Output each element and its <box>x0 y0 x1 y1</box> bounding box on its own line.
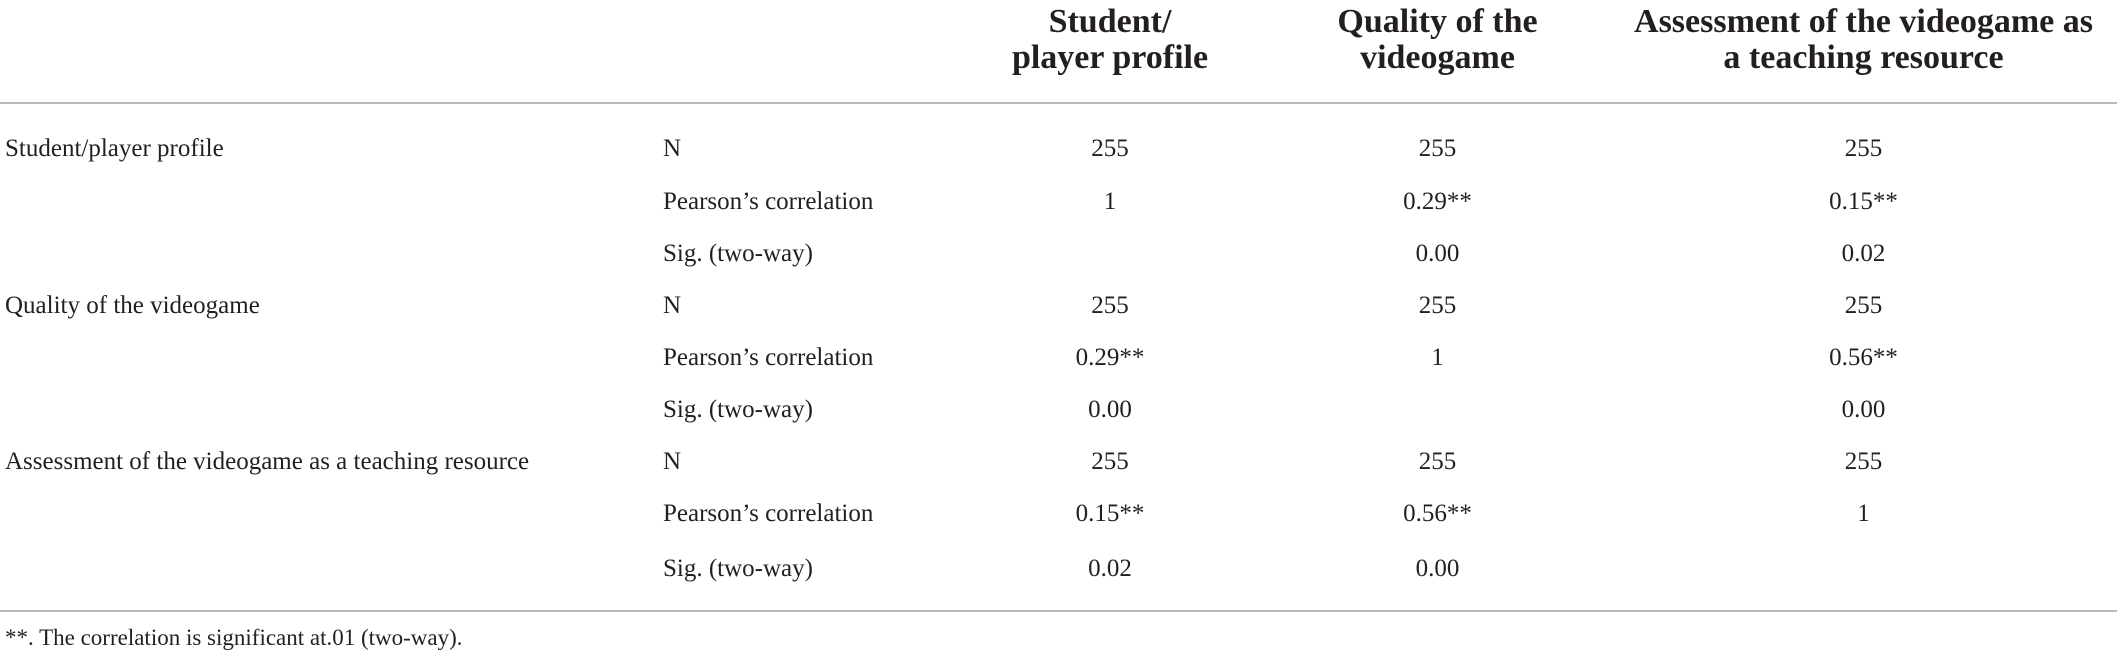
value-cell: 1 <box>1103 188 1117 215</box>
header-cell-quality-of-videogame: Quality of the videogame <box>1265 0 1610 104</box>
value-cell <box>1265 384 1610 436</box>
value-cell: 255 <box>1091 448 1129 475</box>
value-cell: 255 <box>1844 135 1883 162</box>
value-cell: 0.00 <box>1265 540 1610 612</box>
value-cell: 0.29** <box>1075 344 1145 371</box>
value-cell: 0.29** <box>1403 188 1472 215</box>
table-row: Sig. (two-way) 0.00 0.00 <box>0 384 2117 436</box>
value-cell <box>955 228 1265 280</box>
header-line: Student/ <box>1048 3 1172 40</box>
value-cell: 0.00 <box>1841 396 1886 423</box>
value-cell: 0.15** <box>1075 500 1145 527</box>
variable-cell <box>0 176 655 228</box>
variable-cell <box>0 228 655 280</box>
value-cell: 255 <box>1844 292 1883 319</box>
value-cell: 1 <box>1857 500 1870 527</box>
value-cell: 255 <box>1844 448 1883 475</box>
correlation-table-container: Student/ player profile Quality of the v… <box>0 0 2117 612</box>
variable-cell <box>0 332 655 384</box>
statistic-cell: Sig. (two-way) <box>663 240 813 267</box>
header-line: Assessment of the videogame as <box>1634 3 2093 40</box>
value-cell <box>1610 540 2117 612</box>
variable-cell: Quality of the videogame <box>5 292 260 319</box>
statistic-cell: N <box>663 135 682 162</box>
table-row: Assessment of the videogame as a teachin… <box>0 436 2117 488</box>
header-line: videogame <box>1360 39 1515 76</box>
variable-cell: Assessment of the videogame as a teachin… <box>5 448 530 475</box>
statistic-cell: Pearson’s correlation <box>663 344 874 371</box>
header-line: a teaching resource <box>1723 39 2004 76</box>
statistic-cell: Pearson’s correlation <box>663 188 874 215</box>
table-row: Sig. (two-way) 0.02 0.00 <box>0 540 2117 612</box>
value-cell: 255 <box>1091 292 1129 319</box>
statistic-cell: N <box>663 292 682 319</box>
value-cell: 0.00 <box>1415 240 1460 267</box>
table-row: Pearson’s correlation 1 0.29** 0.15** <box>0 176 2117 228</box>
variable-cell: Student/player profile <box>5 135 224 162</box>
table-row: Sig. (two-way) 0.00 0.02 <box>0 228 2117 280</box>
table-footnote: **. The correlation is significant at.01… <box>5 625 463 650</box>
value-cell: 255 <box>1091 135 1129 162</box>
value-cell: 255 <box>1418 135 1457 162</box>
value-cell: 1 <box>1431 344 1444 371</box>
statistic-cell: Sig. (two-way) <box>655 540 955 612</box>
header-row: Student/ player profile Quality of the v… <box>0 0 2117 104</box>
table-row: Pearson’s correlation 0.15** 0.56** 1 <box>0 488 2117 540</box>
header-line: Quality of the <box>1337 3 1538 40</box>
variable-cell <box>0 384 655 436</box>
variable-cell <box>0 540 655 612</box>
header-cell-student-player-profile: Student/ player profile <box>955 0 1265 104</box>
table-row: Pearson’s correlation 0.29** 1 0.56** <box>0 332 2117 384</box>
statistic-cell: N <box>663 448 682 475</box>
value-cell: 0.56** <box>1829 344 1898 371</box>
header-cell-assessment-teaching-resource: Assessment of the videogame as a teachin… <box>1610 0 2117 104</box>
statistic-cell: Pearson’s correlation <box>663 500 874 527</box>
table-row: Quality of the videogame N 255 255 255 <box>0 280 2117 332</box>
value-cell: 255 <box>1418 292 1457 319</box>
value-cell: 0.15** <box>1829 188 1898 215</box>
statistic-cell: Sig. (two-way) <box>663 396 813 423</box>
value-cell: 0.56** <box>1403 500 1472 527</box>
value-cell: 0.02 <box>955 540 1265 612</box>
value-cell: 0.00 <box>1088 396 1132 423</box>
header-cell-variable <box>0 0 655 104</box>
table-body: Student/player profile N 255 255 255 Pea… <box>0 103 2117 612</box>
correlation-table: Student/ player profile Quality of the v… <box>0 0 2117 612</box>
variable-cell <box>0 488 655 540</box>
value-cell: 0.02 <box>1841 240 1886 267</box>
header-line: player profile <box>1011 39 1209 76</box>
header-cell-statistic <box>655 0 955 104</box>
table-row: Student/player profile N 255 255 255 <box>0 103 2117 176</box>
table-header: Student/ player profile Quality of the v… <box>0 0 2117 104</box>
value-cell: 255 <box>1418 448 1457 475</box>
